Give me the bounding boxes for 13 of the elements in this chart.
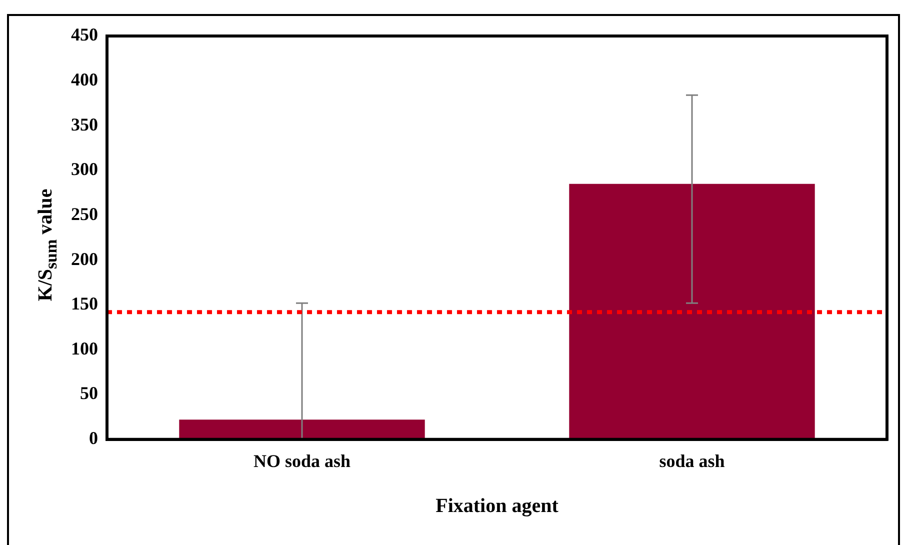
y-tick-label: 400 [71,69,98,90]
x-tick-label: soda ash [659,450,725,471]
y-tick-label: 350 [71,114,98,134]
y-tick-label: 250 [71,204,98,224]
x-axis-title: Fixation agent [436,495,559,518]
y-tick-label: 450 [71,24,98,45]
x-tick-label: NO soda ash [253,450,351,471]
y-tick-label: 0 [89,428,98,448]
y-tick-label: 50 [80,383,98,404]
y-tick-label: 200 [71,248,98,269]
y-tick-label: 300 [71,159,98,180]
y-tick-label: 100 [71,338,98,358]
y-tick-label: 150 [71,294,98,314]
